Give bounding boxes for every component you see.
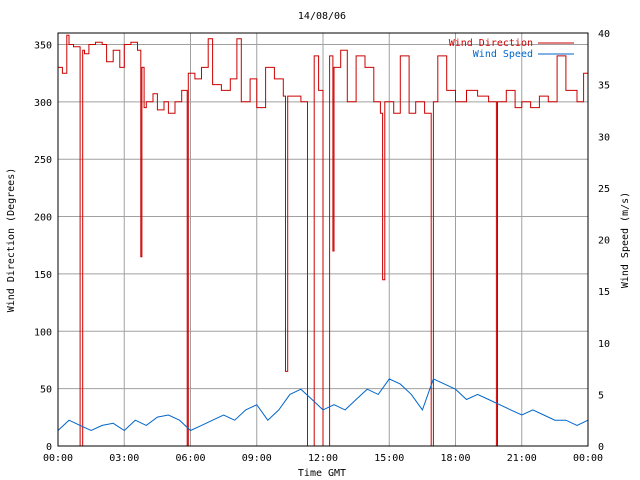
legend-label-wind-direction: Wind Direction [449,38,533,49]
ticks: 00:00 03:00 06:00 09:00 12:00 15:00 18:00 21:00… [34,29,610,464]
y-tick-label-left: 0 [46,442,52,453]
y-tick-label-right: 5 [598,390,604,401]
y-tick-label-right: 30 [598,132,610,143]
y-axis-label-left: Wind Direction (Degrees) [6,168,17,313]
x-tick-label: 18:00 [440,453,470,464]
x-tick-label: 00:00 [573,453,603,464]
y-tick-label-right: 40 [598,29,610,40]
y-tick-label-right: 35 [598,81,610,92]
plot-frame [57,32,589,447]
x-tick-label: 12:00 [308,453,338,464]
y-tick-label-left: 150 [34,270,52,281]
y-tick-label-right: 20 [598,236,610,247]
y-axis-label-right: Wind Speed (m/s) [620,192,631,288]
series-line-wind-speed [57,378,589,432]
x-tick-label: 15:00 [374,453,404,464]
x-tick-label: 00:00 [43,453,73,464]
y-tick-label-left: 50 [40,385,52,396]
plot-series [57,34,589,447]
x-tick-label: 21:00 [507,453,537,464]
x-axis-label: Time GMT [298,468,346,479]
x-tick-label: 06:00 [175,453,205,464]
y-tick-label-right: 15 [598,287,610,298]
y-tick-label-left: 350 [34,40,52,51]
y-tick-label-right: 10 [598,339,610,350]
legend-label-wind-speed: Wind Speed [473,49,533,60]
y-tick-label-left: 200 [34,213,52,224]
y-tick-label-left: 100 [34,327,52,338]
y-tick-label-right: 0 [598,442,604,453]
x-tick-label: 09:00 [242,453,272,464]
chart-title: 14/08/06 [298,11,346,22]
y-tick-label-left: 300 [34,98,52,109]
legend: Wind Direction Wind Speed [449,38,574,60]
x-tick-label: 03:00 [109,453,139,464]
series-line-wind-direction [58,34,589,447]
y-tick-label-left: 250 [34,155,52,166]
y-tick-label-right: 25 [598,184,610,195]
